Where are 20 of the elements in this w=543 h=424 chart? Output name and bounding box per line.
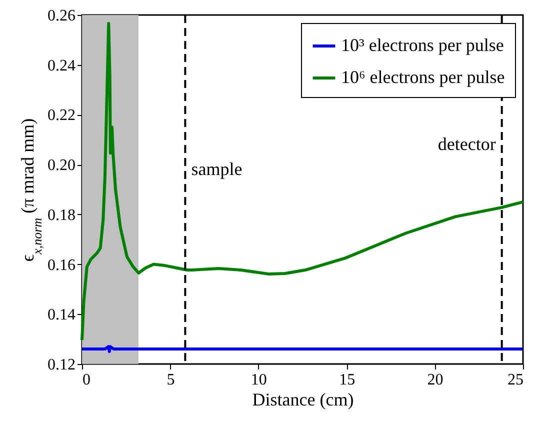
x-axis-title: Distance (cm) xyxy=(252,390,354,410)
x-tick-label: 20 xyxy=(427,372,444,388)
y-tick-label: 0.22 xyxy=(48,107,76,124)
x-tick-label: 5 xyxy=(166,372,175,388)
x-tick-label: 15 xyxy=(339,372,356,388)
x-tick-label: 10 xyxy=(250,372,267,388)
y-tick-label: 0.12 xyxy=(48,356,76,374)
x-tick-label: 0 xyxy=(82,372,90,388)
y-tick-label: 0.26 xyxy=(48,8,76,24)
legend-label: 10³ electrons per pulse xyxy=(341,35,504,55)
y-tick-label: 0.16 xyxy=(48,256,76,274)
y-tick-label: 0.14 xyxy=(48,306,76,324)
x-tick-label: 25 xyxy=(508,372,524,388)
y-tick-label: 0.18 xyxy=(48,206,76,224)
ref-line-label: sample xyxy=(191,159,242,179)
legend-label: 10⁶ electrons per pulse xyxy=(341,67,505,87)
ref-line-label: detector xyxy=(438,134,496,154)
line-series xyxy=(80,22,524,342)
y-tick-label: 0.24 xyxy=(48,57,76,74)
y-tick-label: 0.20 xyxy=(48,157,76,174)
